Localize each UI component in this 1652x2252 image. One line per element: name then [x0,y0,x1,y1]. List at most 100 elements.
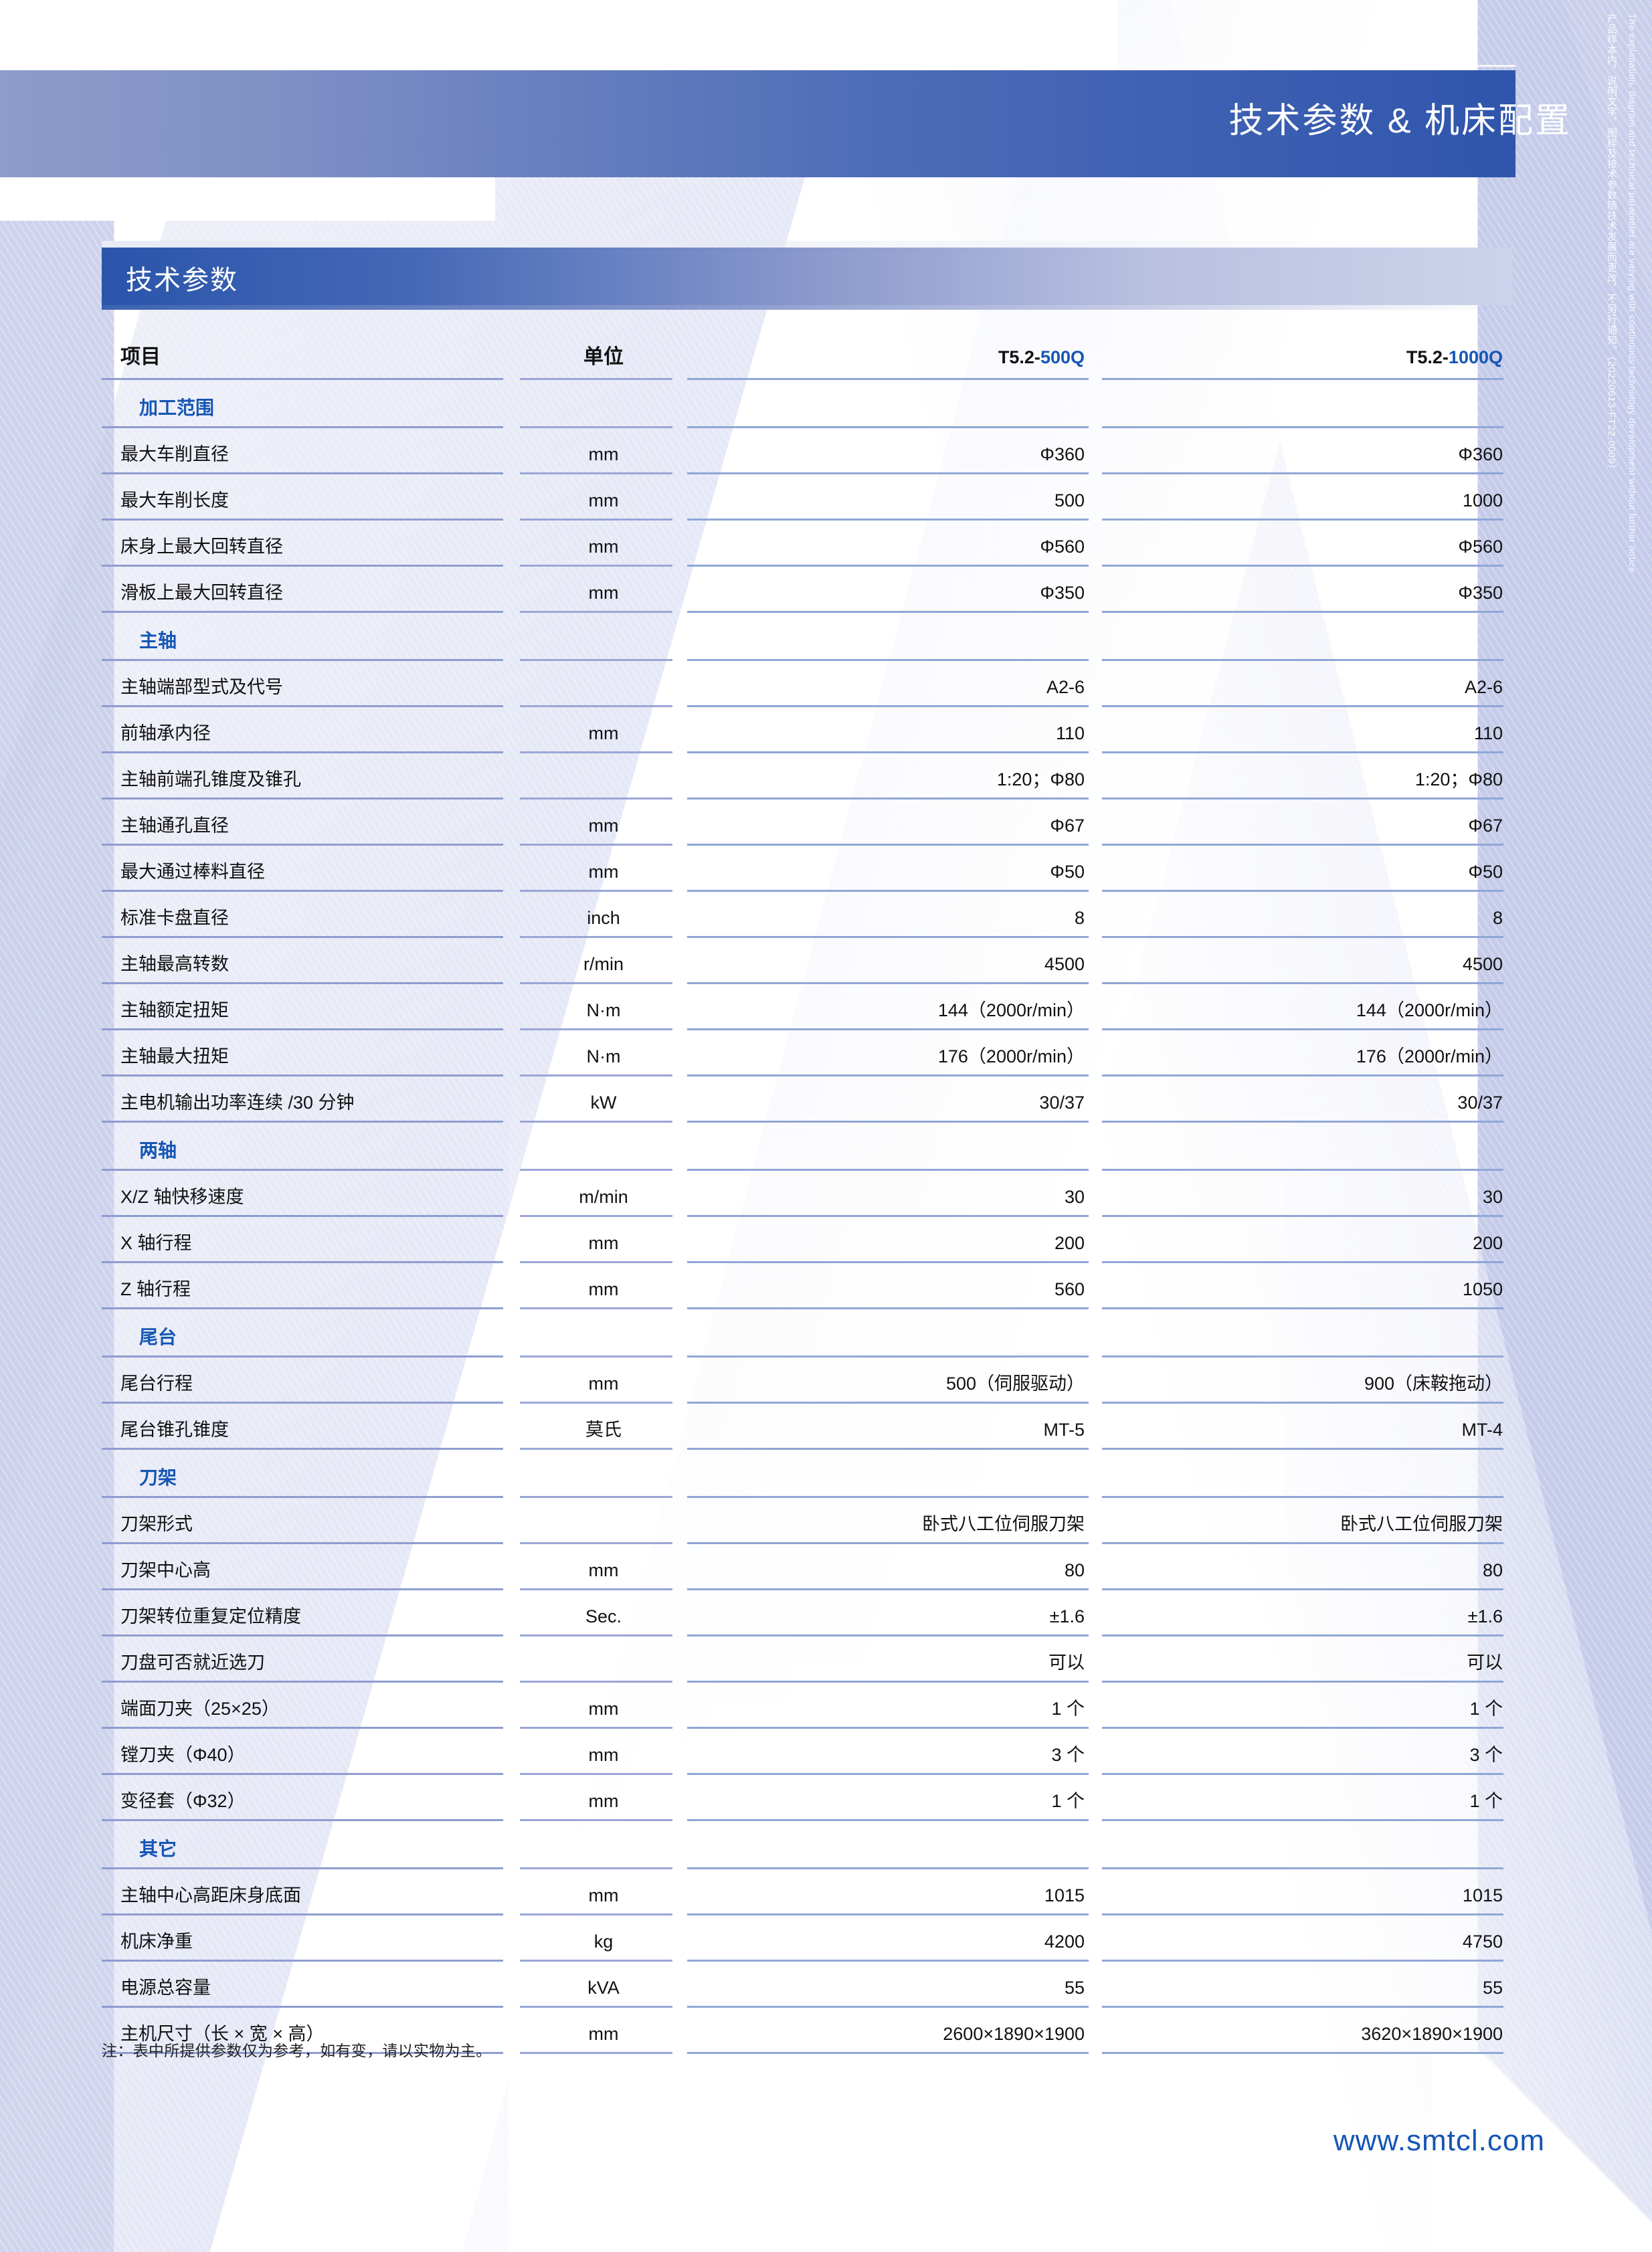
row-value-model-2: 1050 [1462,1279,1503,1299]
row-item-label: 前轴承内径 [120,723,211,743]
table-row: 最大通过棒料直径 mm Φ50 Φ50 [102,846,1515,892]
row-value-model-1: 500 [1054,490,1085,510]
row-value-model-1: 55 [1064,1978,1085,1998]
side-notice: The explanation, diagram and technical p… [1600,13,1647,803]
row-value-model-1: 1 个 [1051,1791,1085,1811]
row-value-model-2: 4500 [1462,954,1503,974]
row-item-label: 主电机输出功率连续 /30 分钟 [120,1093,355,1113]
row-unit: mm [588,1279,619,1299]
row-item-label: 主机尺寸（长 × 宽 × 高） [120,2024,325,2044]
row-item-label: 滑板上最大回转直径 [120,583,283,603]
row-value-model-2: 1015 [1462,1885,1503,1905]
table-group-row: 主轴 [102,613,1515,661]
section-title-bar: 技术参数 [102,248,1512,305]
row-unit: mm [588,1233,619,1253]
row-value-model-1: 1 个 [1051,1699,1085,1719]
row-value-model-1: A2-6 [1046,677,1085,697]
row-value-model-1: 4200 [1044,1932,1085,1952]
table-row: 端面刀夹（25×25） mm 1 个 1 个 [102,1683,1515,1729]
row-unit: mm [588,444,619,464]
side-notice-chinese: 产品样本内，说明文字，图样及技术参数随技术发展而更改，不另行通知。（202206… [1606,13,1617,475]
row-value-model-1: 110 [1055,723,1085,743]
row-unit: kVA [587,1978,620,1998]
row-value-model-1: 176（2000r/min） [937,1046,1085,1066]
row-value-model-1: 1015 [1044,1885,1085,1905]
table-row: 主轴前端孔锥度及锥孔 1:20；Φ80 1:20；Φ80 [102,753,1515,800]
row-value-model-2: 1 个 [1469,1699,1503,1719]
table-row: X 轴行程 mm 200 200 [102,1217,1515,1263]
row-item-label: 端面刀夹（25×25） [120,1699,280,1719]
table-row: X/Z 轴快移速度 m/min 30 30 [102,1171,1515,1217]
row-unit: mm [588,583,619,603]
row-item-label: 主轴最高转数 [120,954,229,974]
table-row: 镗刀夹（Φ40） mm 3 个 3 个 [102,1729,1515,1775]
row-value-model-1: 144（2000r/min） [937,1000,1085,1020]
table-row: 变径套（Φ32） mm 1 个 1 个 [102,1775,1515,1821]
column-header-unit: 单位 [583,346,624,368]
row-value-model-1: 2600×1890×1900 [943,2024,1085,2044]
row-value-model-2: 110 [1473,723,1503,743]
row-value-model-2: 3620×1890×1900 [1361,2024,1503,2044]
row-value-model-2: Φ560 [1458,537,1503,557]
group-label: 尾台 [139,1327,177,1347]
row-unit: mm [588,1791,619,1811]
table-footnote: 注：表中所提供参数仅为参考，如有变，请以实物为主。 [102,2042,492,2059]
row-value-model-2: 4750 [1462,1932,1503,1952]
column-header-item: 项目 [120,346,161,368]
model-2-prefix: T5.2- [1406,347,1449,367]
model-2-code: 1000Q [1448,347,1503,367]
row-value-model-2: 144（2000r/min） [1356,1000,1503,1020]
row-item-label: 主轴通孔直径 [120,816,229,836]
side-notice-english: The explanation, diagram and technical p… [1627,13,1638,573]
row-value-model-1: Φ50 [1050,862,1085,882]
row-item-label: 刀架转位重复定位精度 [120,1606,301,1626]
row-value-model-2: 55 [1482,1978,1503,1998]
row-item-label: 刀架中心高 [120,1560,211,1580]
row-item-label: 电源总容量 [120,1978,211,1998]
row-value-model-2: 80 [1482,1560,1503,1580]
row-item-label: 尾台锥孔锥度 [120,1420,229,1440]
table-body: 加工范围 最大车削直径 mm Φ360 Φ360 最大车削长度 mm 500 1000 床身上最大… [102,380,1515,2054]
table-row: 主轴通孔直径 mm Φ67 Φ67 [102,800,1515,846]
row-value-model-1: MT-5 [1043,1420,1085,1440]
row-unit: mm [588,1374,619,1394]
table-row: 主轴中心高距床身底面 mm 1015 1015 [102,1869,1515,1915]
table-row: 尾台行程 mm 500（伺服驱动） 900（床鞍拖动） [102,1357,1515,1404]
row-value-model-2: 可以 [1467,1653,1503,1673]
table-row: 尾台锥孔锥度 莫氏 MT-5 MT-4 [102,1404,1515,1450]
table-group-row: 两轴 [102,1123,1515,1171]
row-value-model-1: 200 [1054,1233,1085,1253]
table-group-row: 加工范围 [102,380,1515,428]
table-row: 主轴额定扭矩 N·m 144（2000r/min） 144（2000r/min） [102,984,1515,1030]
center-white-v [509,1044,1285,2252]
row-value-model-2: 1000 [1462,490,1503,510]
page-title: 技术参数 & 机床配置 [1228,102,1572,140]
row-unit: mm [588,1699,619,1719]
row-value-model-1: 卧式八工位伺服刀架 [922,1514,1085,1534]
row-item-label: 床身上最大回转直径 [120,537,283,557]
row-value-model-1: 80 [1064,1560,1085,1580]
row-value-model-2: 1 个 [1469,1791,1503,1811]
row-item-label: 尾台行程 [120,1374,193,1394]
row-value-model-1: ±1.6 [1049,1606,1085,1626]
group-label: 两轴 [139,1140,177,1161]
row-item-label: Z 轴行程 [120,1279,191,1299]
row-item-label: 最大车削直径 [120,444,229,464]
row-unit: r/min [583,954,624,974]
row-unit: kW [590,1093,617,1113]
table-row: 主电机输出功率连续 /30 分钟 kW 30/37 30/37 [102,1076,1515,1123]
row-value-model-2: Φ350 [1458,583,1503,603]
row-item-label: 变径套（Φ32） [120,1791,246,1811]
section-title-block: 技术参数 [102,241,1512,310]
row-value-model-2: 900（床鞍拖动） [1364,1374,1503,1394]
row-value-model-2: 8 [1492,908,1503,928]
model-1-prefix: T5.2- [998,347,1040,367]
footer-website-url[interactable]: www.smtcl.com [1333,2124,1545,2157]
row-item-label: 主轴前端孔锥度及锥孔 [120,769,301,789]
table-row: 床身上最大回转直径 mm Φ560 Φ560 [102,521,1515,567]
row-value-model-2: A2-6 [1464,677,1503,697]
row-unit: mm [588,537,619,557]
row-unit: N·m [586,1000,621,1020]
